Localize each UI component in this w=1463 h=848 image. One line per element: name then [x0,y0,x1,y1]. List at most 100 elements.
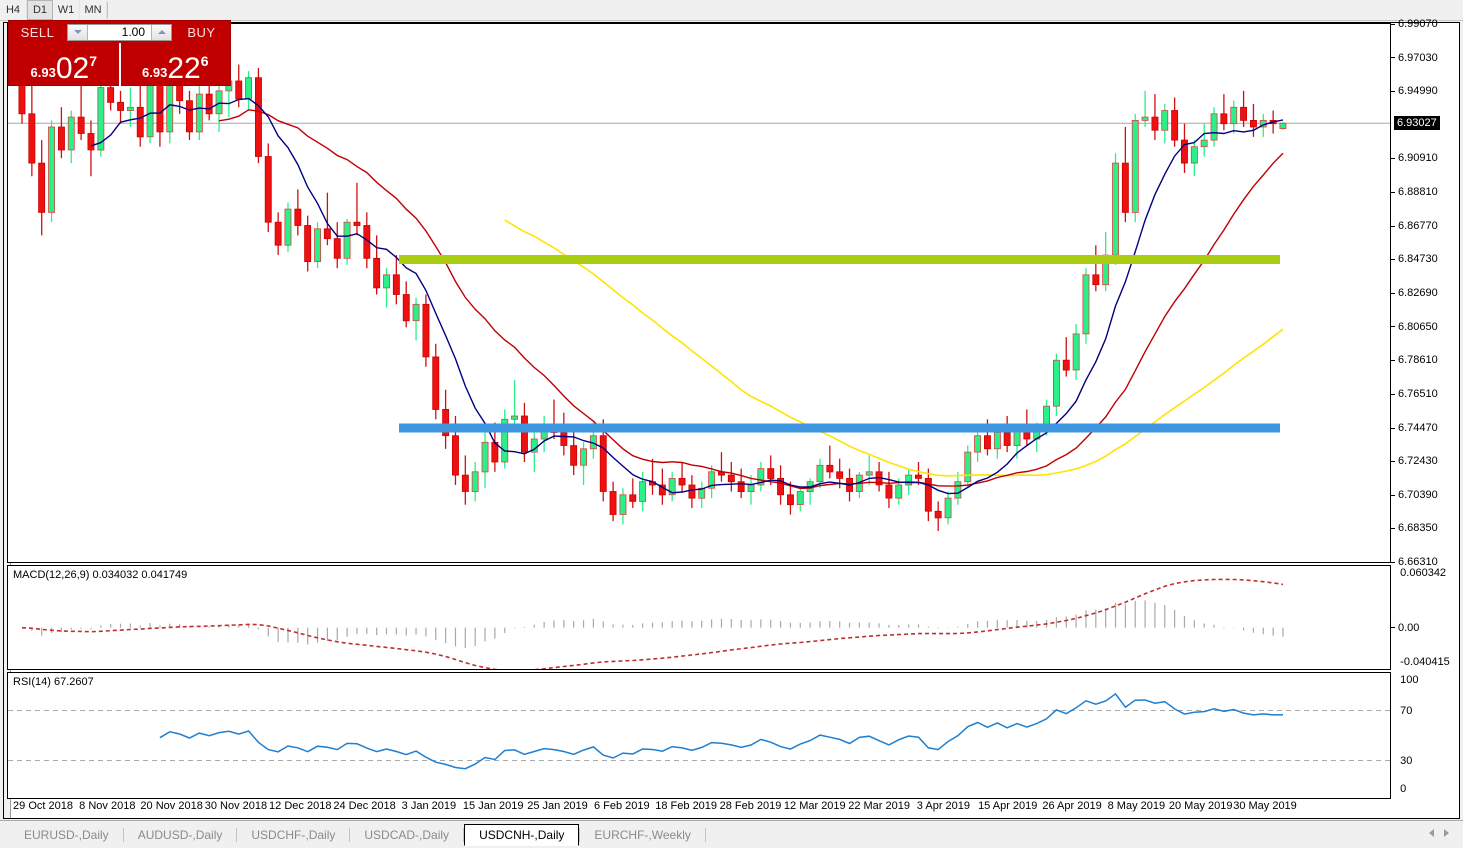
sell-button[interactable]: SELL [20,24,55,40]
timeframe-button-d1[interactable]: D1 [27,0,53,20]
symbol-tab-eurchfweekly[interactable]: EURCHF-,Weekly [594,828,691,842]
timeframe-button-w1[interactable]: W1 [53,0,80,20]
tab-separator [122,828,124,842]
date-tick: 20 Nov 2018 [140,800,203,812]
trade-panel-top-row: SELL 1.00 BUY [9,21,230,43]
macd-tick: -0.040415 [1391,656,1450,668]
symbol-tab-usdcnhdaily[interactable]: USDCNH-,Daily [464,824,580,846]
date-tick: 26 Apr 2019 [1042,800,1102,812]
macd-tick: 0.060342 [1391,567,1447,579]
symbol-tabbar: EURUSD-,Daily AUDUSD-,Daily USDCHF-,Daily U… [0,820,1463,848]
buy-price[interactable]: 6.93 22 6 [121,43,231,86]
chevron-up-icon [157,30,166,34]
date-tick: 24 Dec 2018 [333,800,396,812]
price-tick: 6.86770 [1391,220,1438,232]
buy-button[interactable]: BUY [187,24,216,40]
price-tick: 6.94990 [1391,85,1438,97]
rsi-tick: 30 [1391,754,1413,767]
macd-chart-canvas [21,578,1284,669]
rsi-label: RSI(14) 67.2607 [13,676,94,688]
price-tick: 6.82690 [1391,287,1438,299]
price-chart-canvas[interactable] [8,24,1390,562]
volume-decrease-button[interactable] [68,24,88,40]
symbol-tabs: EURUSD-,Daily AUDUSD-,Daily USDCHF-,Daily U… [10,824,706,846]
tab-separator [463,828,465,842]
price-tick: 6.88810 [1391,186,1438,198]
date-tick: 25 Jan 2019 [527,800,588,812]
timeframe-button-mn[interactable]: MN [80,0,107,20]
current-price-badge: 6.93027 [1394,116,1440,131]
sell-price[interactable]: 6.93 02 7 [9,43,119,86]
price-tick: 6.68350 [1391,522,1438,534]
macd-tick: 0.00 [1391,622,1419,634]
macd-pane[interactable]: MACD(12,26,9) 0.034032 0.041749 [7,565,1391,670]
macd-scale: 0.060342 0.00 -0.040415 [1391,565,1463,670]
tab-scroll-arrows[interactable] [1429,829,1449,837]
date-tick: 8 May 2019 [1107,800,1166,812]
price-tick: 6.76510 [1391,388,1438,400]
tab-scroll-right-icon[interactable] [1444,829,1449,837]
date-axis: 29 Oct 2018 8 Nov 2018 20 Nov 2018 30 Nov 2… [7,800,1390,816]
date-tick: 28 Feb 2019 [719,800,782,812]
date-tick: 30 May 2019 [1233,800,1297,812]
date-tick: 15 Jan 2019 [462,800,524,812]
buy-price-pip: 6 [200,53,209,69]
sell-price-prefix: 6.93 [30,65,56,80]
rsi-tick: 100 [1391,674,1419,686]
volume-stepper[interactable]: 1.00 [67,23,172,41]
date-tick: 30 Nov 2018 [204,800,268,812]
rsi-tick: 70 [1391,704,1413,717]
symbol-tab-audusddaily[interactable]: AUDUSD-,Daily [137,828,223,842]
chevron-down-icon [73,30,82,34]
date-tick: 3 Jan 2019 [401,800,457,812]
price-tick: 6.74470 [1391,422,1438,434]
date-tick: 29 Oct 2018 [13,800,73,812]
date-tick: 6 Feb 2019 [594,800,650,812]
rsi-tick: 0 [1391,783,1407,795]
sell-price-pip: 7 [89,53,97,69]
trade-panel-divider [118,43,121,86]
price-tick: 6.90910 [1391,152,1438,164]
volume-increase-button[interactable] [151,24,171,40]
timeframe-toolbar: H4 D1 W1 MN [0,0,1463,21]
date-tick: 12 Mar 2019 [783,800,846,812]
one-click-trading-panel[interactable]: SELL 1.00 BUY 6.93 02 7 6.93 22 [8,20,231,86]
price-tick: 6.80650 [1391,321,1438,333]
date-tick: 22 Mar 2019 [848,800,910,812]
date-tick: 8 Nov 2018 [79,800,136,812]
price-tick: 6.66310 [1391,556,1438,568]
tab-separator [704,828,706,842]
tab-separator [579,828,581,842]
date-tick: 18 Feb 2019 [655,800,718,812]
date-tick: 20 May 2019 [1168,800,1233,812]
buy-price-prefix: 6.93 [142,65,168,80]
price-tick: 6.70390 [1391,489,1438,501]
price-tick: 6.99070 [1391,18,1438,30]
symbol-tab-usdchfdaily[interactable]: USDCHF-,Daily [251,828,336,842]
rsi-pane[interactable]: RSI(14) 67.2607 [7,672,1391,799]
price-tick: 6.78610 [1391,354,1438,366]
macd-label: MACD(12,26,9) 0.034032 0.041749 [13,569,188,581]
trade-panel-prices: 6.93 02 7 6.93 22 6 [9,43,230,86]
tab-scroll-left-icon[interactable] [1429,829,1434,837]
price-tick: 6.97030 [1391,52,1438,64]
symbol-tab-eurusddaily[interactable]: EURUSD-,Daily [24,828,109,842]
date-tick: 12 Dec 2018 [269,800,332,812]
timeframe-button-h4[interactable]: H4 [0,0,27,20]
symbol-tab-usdcaddaily[interactable]: USDCAD-,Daily [364,828,450,842]
tab-separator [349,828,351,842]
date-tick: 3 Apr 2019 [916,800,971,812]
buy-price-main: 22 [167,52,201,85]
toolbar-separator [107,2,108,18]
price-pane[interactable] [7,23,1391,563]
date-tick: 15 Apr 2019 [978,800,1038,812]
price-scale[interactable]: 6.99070 6.97030 6.94990 6.90910 6.88810 6.867… [1391,18,1463,568]
rsi-chart-canvas [8,692,1390,770]
timeframe-group: H4 D1 W1 MN [0,0,108,20]
volume-input[interactable]: 1.00 [121,24,145,39]
tab-separator [236,828,238,842]
rsi-scale: 100 70 30 0 [1391,672,1463,799]
price-tick: 6.72430 [1391,455,1438,467]
price-tick: 6.84730 [1391,253,1438,265]
